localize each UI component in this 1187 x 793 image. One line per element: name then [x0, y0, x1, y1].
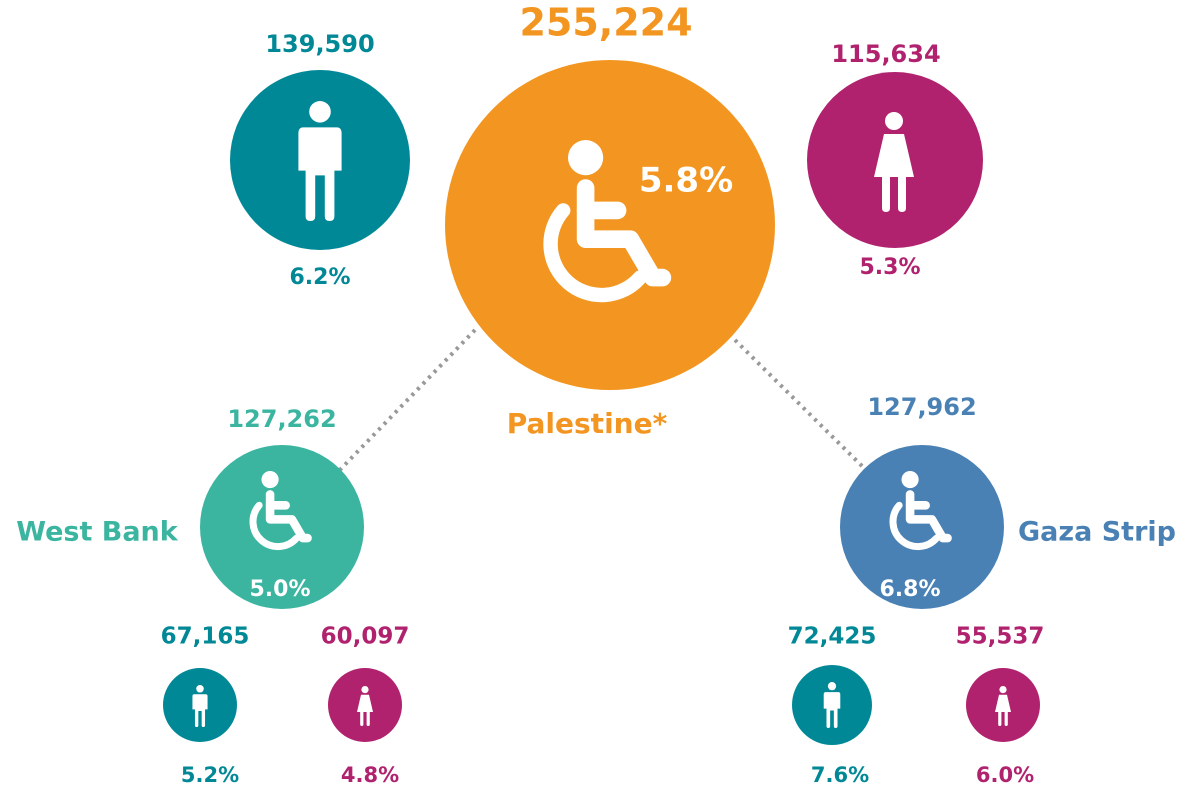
- connector: [333, 328, 477, 477]
- rate: 5.3%: [859, 255, 920, 280]
- region-circle: [200, 445, 364, 609]
- rate: 4.8%: [341, 763, 399, 787]
- rate: 5.2%: [181, 763, 239, 787]
- connector: [733, 338, 870, 474]
- count: 67,165: [161, 624, 250, 650]
- count: 127,962: [867, 393, 976, 421]
- rate: 5.0%: [249, 577, 310, 602]
- count: 127,262: [227, 405, 336, 433]
- count: 55,537: [956, 624, 1045, 650]
- rate: 7.6%: [811, 763, 869, 787]
- rate: 6.2%: [289, 265, 350, 290]
- label: Palestine*: [507, 407, 668, 440]
- count: 60,097: [321, 624, 410, 650]
- count: 72,425: [788, 624, 877, 650]
- rate: 6.8%: [879, 577, 940, 602]
- label: West Bank: [16, 517, 179, 548]
- rate: 6.0%: [976, 763, 1034, 787]
- count: 115,634: [831, 40, 940, 68]
- label: Gaza Strip: [1018, 517, 1176, 548]
- count: 255,224: [519, 1, 692, 45]
- count: 139,590: [265, 30, 374, 58]
- rate: 5.8%: [639, 161, 733, 201]
- region-circle: [840, 445, 1004, 609]
- palestine-circle: [445, 60, 775, 390]
